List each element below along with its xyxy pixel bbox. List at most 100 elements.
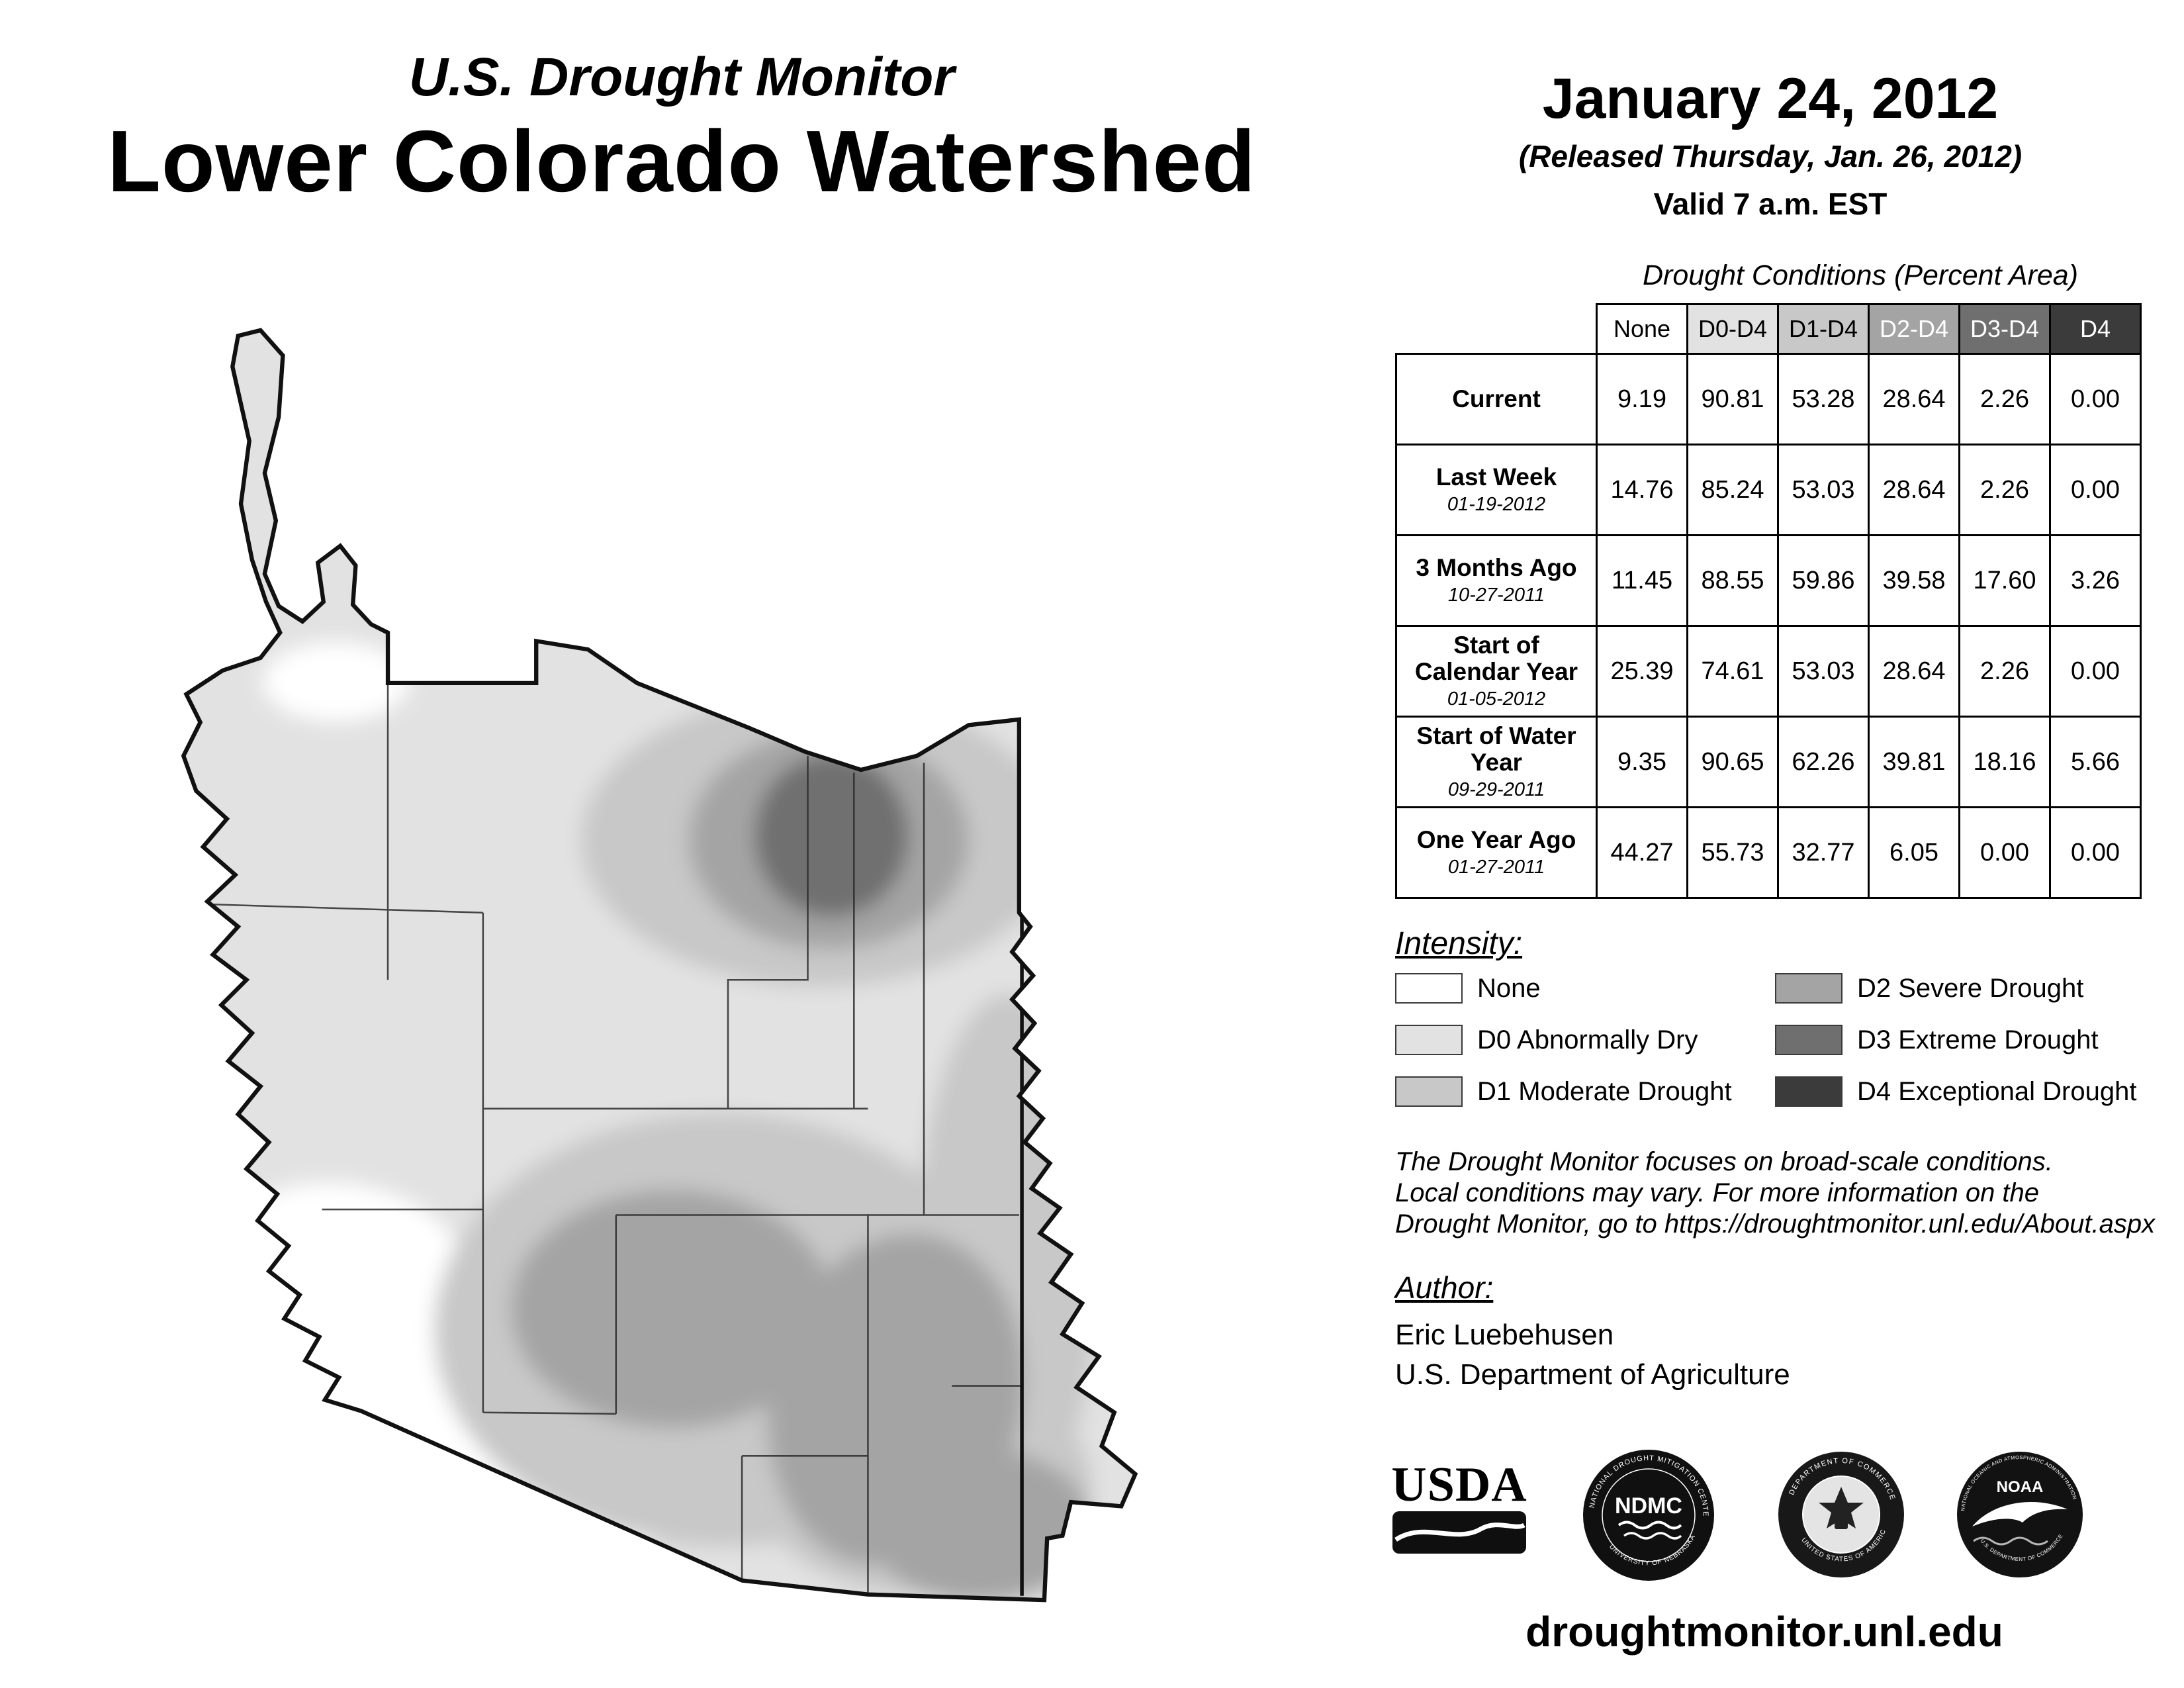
ndmc-logo: NATIONAL DROUGHT MITIGATION CENTER UNIVE…: [1580, 1447, 1715, 1582]
cell-value: 17.60: [1958, 534, 2051, 627]
legend-column-2: D2 Severe Drought D3 Extreme Drought D4 …: [1775, 972, 2136, 1108]
cell-value: 6.05: [1868, 806, 1960, 899]
note-line: Local conditions may vary. For more info…: [1395, 1178, 2040, 1208]
map-title-block: U.S. Drought Monitor Lower Colorado Wate…: [86, 46, 1277, 211]
cell-value: 0.00: [1958, 806, 2051, 899]
cell-value: 0.00: [2049, 444, 2142, 536]
table-row: One Year Ago 01-27-2011 44.27 55.73 32.7…: [1395, 806, 2142, 899]
table-row: Start of Calendar Year 01-05-2012 25.39 …: [1395, 625, 2142, 718]
cell-value: 53.03: [1777, 625, 1870, 718]
note-line: Drought Monitor, go to https://droughtmo…: [1395, 1209, 2156, 1239]
eagle-emblem: [1819, 1487, 1864, 1528]
table-row: Current 9.19 90.81 53.28 28.64 2.26 0.00: [1395, 353, 2142, 445]
row-date: 01-05-2012: [1447, 688, 1546, 710]
row-label: Start of Water Year: [1416, 722, 1576, 776]
cell-value: 3.26: [2049, 534, 2142, 627]
cell-value: 0.00: [2049, 353, 2142, 445]
usda-logo-text: USDA: [1391, 1458, 1527, 1512]
cell-value: 62.26: [1777, 716, 1870, 808]
legend-item-d2: D2 Severe Drought: [1775, 972, 2136, 1005]
cell-value: 9.19: [1596, 353, 1688, 445]
row-label: Last Week: [1435, 463, 1557, 491]
legend-swatch-none: [1395, 973, 1463, 1004]
legend-swatch-d3: [1775, 1025, 1843, 1055]
legend-swatch-d2: [1775, 973, 1843, 1004]
row-label: 3 Months Ago: [1416, 553, 1577, 581]
cell-value: 53.03: [1777, 444, 1870, 536]
cell-value: 14.76: [1596, 444, 1688, 536]
svg-text:NDMC: NDMC: [1615, 1493, 1682, 1519]
svg-text:NOAA: NOAA: [1997, 1478, 2044, 1496]
intensity-heading: Intensity:: [1395, 926, 1523, 961]
drought-map: [181, 328, 1138, 1603]
cell-value: 9.35: [1596, 716, 1688, 808]
legend-column-1: None D0 Abnormally Dry D1 Moderate Droug…: [1395, 972, 1732, 1108]
d2-region: [511, 1190, 833, 1428]
legend-label: D2 Severe Drought: [1857, 973, 2084, 1003]
row-date: 10-27-2011: [1447, 585, 1545, 606]
legend-item-d1: D1 Moderate Drought: [1395, 1075, 1732, 1108]
cell-value: 0.00: [2049, 806, 2142, 899]
row-date: 01-19-2012: [1447, 494, 1546, 516]
table-caption: Drought Conditions (Percent Area): [1642, 259, 2079, 291]
author-org: U.S. Department of Agriculture: [1395, 1358, 1790, 1391]
legend-swatch-d4: [1775, 1076, 1843, 1107]
d2-region: [868, 1448, 1092, 1601]
cell-value: 39.58: [1868, 534, 1960, 627]
cell-value: 5.66: [2049, 716, 2142, 808]
legend-swatch-d1: [1395, 1076, 1463, 1107]
row-date: 01-27-2011: [1447, 857, 1545, 878]
noaa-logo: NATIONAL OCEANIC AND ATMOSPHERIC ADMINIS…: [1956, 1450, 2084, 1579]
cell-value: 55.73: [1686, 806, 1779, 899]
cell-value: 28.64: [1868, 353, 1960, 445]
legend-label: D1 Moderate Drought: [1477, 1076, 1732, 1106]
gull-icon: [1972, 1501, 2068, 1526]
cell-value: 2.26: [1958, 353, 2051, 445]
commerce-seal: DEPARTMENT OF COMMERCE UNITED STATES OF …: [1775, 1448, 1905, 1579]
column-header-d4: D4: [2049, 303, 2142, 355]
legend-item-d4: D4 Exceptional Drought: [1775, 1075, 2136, 1108]
note-line: The Drought Monitor focuses on broad-sca…: [1395, 1147, 2053, 1176]
table-header-row: None D0-D4 D1-D4 D2-D4 D3-D4 D4: [1396, 303, 2142, 355]
author-heading: Author:: [1395, 1270, 1494, 1305]
cell-value: 85.24: [1686, 444, 1779, 536]
legend-label: D0 Abnormally Dry: [1477, 1025, 1698, 1055]
column-header-d3d4: D3-D4: [1958, 303, 2051, 355]
column-header-d1d4: D1-D4: [1777, 303, 1870, 355]
cell-value: 44.27: [1596, 806, 1688, 899]
row-label: One Year Ago: [1416, 825, 1576, 853]
column-header-none: None: [1596, 303, 1688, 355]
cell-value: 32.77: [1777, 806, 1870, 899]
date-block: January 24, 2012 (Released Thursday, Jan…: [1377, 66, 2164, 222]
cell-value: 74.61: [1686, 625, 1779, 718]
usda-logo: USDA: [1390, 1458, 1529, 1558]
cell-value: 25.39: [1596, 625, 1688, 718]
none-patch: [263, 642, 409, 721]
column-header-d0d4: D0-D4: [1686, 303, 1779, 355]
legend-label: None: [1477, 973, 1541, 1003]
cell-value: 2.26: [1958, 444, 2051, 536]
table-row: Last Week 01-19-2012 14.76 85.24 53.03 2…: [1395, 444, 2142, 536]
report-date: January 24, 2012: [1542, 67, 1999, 130]
cell-value: 90.65: [1686, 716, 1779, 808]
footer-url[interactable]: droughtmonitor.unl.edu: [1525, 1608, 2003, 1656]
region-title: Lower Colorado Watershed: [107, 113, 1256, 210]
legend-item-d3: D3 Extreme Drought: [1775, 1023, 2136, 1056]
drought-conditions-table: None D0-D4 D1-D4 D2-D4 D3-D4 D4 Current …: [1395, 303, 2142, 899]
column-header-d2d4: D2-D4: [1868, 303, 1960, 355]
report-title: U.S. Drought Monitor: [408, 47, 955, 107]
table-row: 3 Months Ago 10-27-2011 11.45 88.55 59.8…: [1395, 534, 2142, 627]
cell-value: 88.55: [1686, 534, 1779, 627]
county-boundaries: [207, 682, 1023, 1595]
row-date: 09-29-2011: [1447, 779, 1545, 801]
legend-swatch-d0: [1395, 1025, 1463, 1055]
cell-value: 18.16: [1958, 716, 2051, 808]
table-corner-spacer: [1396, 305, 1597, 354]
legend-item-d0: D0 Abnormally Dry: [1395, 1023, 1732, 1056]
cell-value: 90.81: [1686, 353, 1779, 445]
cell-value: 28.64: [1868, 444, 1960, 536]
watershed-outline: [181, 328, 1138, 1603]
legend-label: D3 Extreme Drought: [1857, 1025, 2099, 1055]
author-name: Eric Luebehusen: [1395, 1319, 1614, 1351]
